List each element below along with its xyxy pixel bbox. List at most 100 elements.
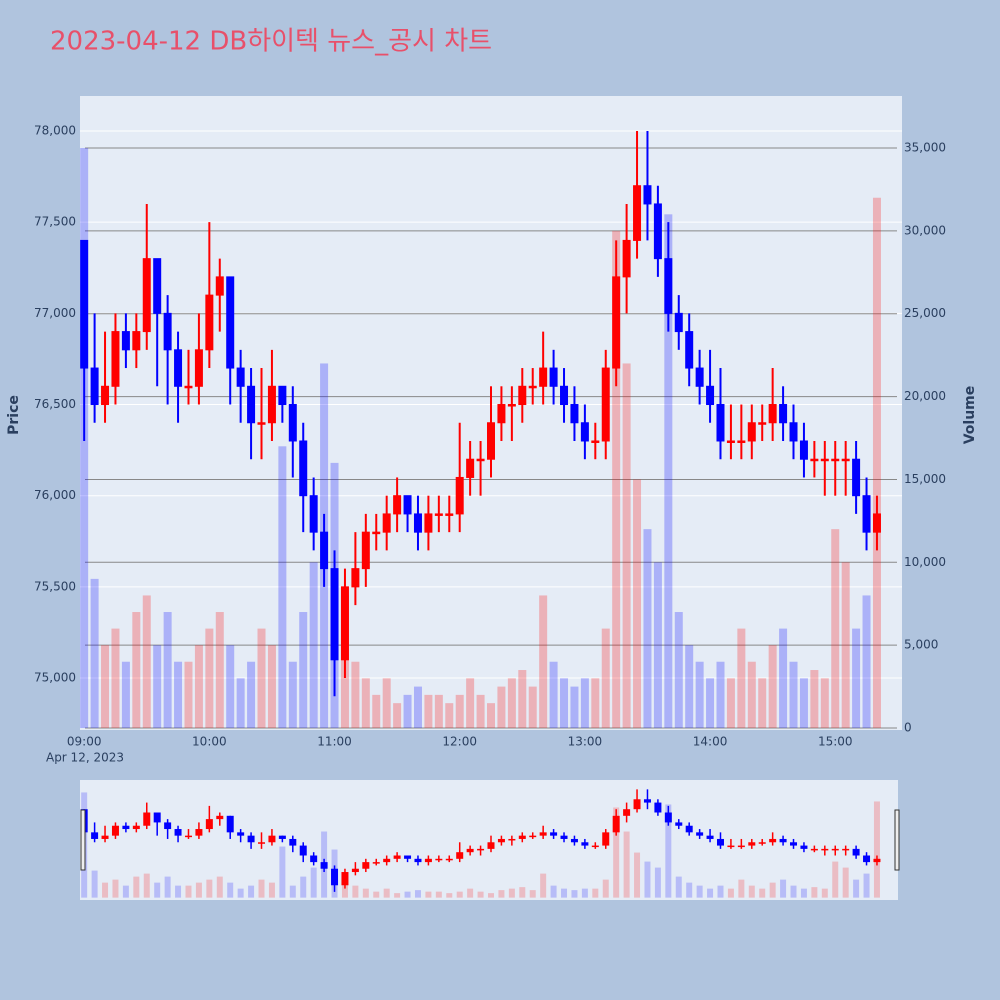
slider-volume-bar	[529, 890, 536, 898]
candle-body	[685, 331, 694, 369]
slider-volume-bar	[853, 879, 860, 898]
y2-tick-label: 0	[904, 721, 912, 735]
slider-candle-body	[414, 858, 422, 863]
candle-body	[194, 349, 203, 387]
volume-bar	[570, 686, 579, 729]
slider-volume-bar	[456, 891, 463, 898]
candle-body	[445, 513, 454, 516]
slider-candle-body	[664, 812, 672, 823]
x-tick-label: 09:00	[67, 735, 102, 749]
volume-bar	[434, 694, 443, 729]
candle-body	[560, 385, 569, 406]
volume-bar	[737, 628, 746, 729]
candle-body	[799, 440, 808, 460]
volume-bar	[393, 703, 402, 729]
volume-bar	[831, 529, 840, 729]
slider-candle-body	[216, 815, 224, 820]
slider-candle-body	[289, 838, 297, 846]
slider-volume-bar	[592, 888, 599, 898]
slider-volume-bar	[154, 882, 161, 898]
candle-body	[361, 531, 370, 570]
candle-body	[820, 458, 829, 462]
candle-body	[424, 513, 433, 533]
y2-tick-label: 25,000	[904, 306, 946, 320]
slider-candle-body	[602, 832, 610, 846]
volume-bar	[706, 678, 715, 729]
slider-candle-body	[132, 825, 140, 830]
slider-candle-body	[654, 802, 662, 813]
slider-volume-bar	[696, 885, 703, 898]
slider-candle-body	[372, 862, 380, 864]
slider-candle-body	[727, 845, 735, 848]
slider-candle-body	[299, 845, 307, 856]
volume-bar	[121, 661, 130, 729]
candle-body	[706, 385, 715, 406]
slider-candle-body	[445, 858, 453, 861]
volume-bar	[497, 686, 506, 729]
slider-volume-bar	[602, 879, 609, 898]
slider-volume-bar	[352, 885, 359, 898]
slider-volume-bar	[268, 882, 275, 898]
candle-body	[236, 367, 245, 387]
x-tick-label: 10:00	[192, 735, 227, 749]
y2-tick-label: 30,000	[904, 223, 946, 237]
x-tick-label: 13:00	[568, 735, 603, 749]
slider-handle[interactable]	[80, 809, 86, 871]
volume-bar	[560, 678, 569, 729]
candle-body	[779, 404, 788, 424]
volume-bar	[413, 686, 422, 729]
y-tick-label: 75,500	[34, 579, 76, 593]
candle-body	[372, 531, 381, 535]
slider-candle-body	[477, 848, 485, 851]
slider-candle-body	[383, 858, 391, 863]
candle-body	[831, 458, 840, 462]
slider-candle-body	[643, 799, 651, 803]
slider-volume-bar	[821, 888, 828, 898]
slider-volume-bar	[707, 888, 714, 898]
volume-bar	[215, 612, 224, 729]
slider-volume-bar	[383, 888, 390, 898]
volume-bar	[372, 694, 381, 729]
volume-bar	[257, 628, 266, 729]
volume-bar	[424, 694, 433, 729]
slider-volume-bar	[873, 801, 880, 898]
slider-volume-bar	[185, 885, 192, 898]
slider-volume-bar	[206, 879, 213, 898]
slider-volume-bar	[727, 888, 734, 898]
slider-candle-body	[675, 822, 683, 826]
slider-candle-body	[362, 862, 370, 869]
candle-body	[737, 440, 746, 443]
slider-candle-body	[466, 848, 474, 853]
y2-tick-label: 20,000	[904, 389, 946, 403]
slider-volume-bar	[686, 882, 693, 898]
candle-body	[518, 385, 527, 406]
slider-candle-body	[91, 832, 99, 839]
slider-handle[interactable]	[894, 809, 900, 871]
candle-body	[747, 422, 756, 442]
slider-volume-bar	[717, 885, 724, 898]
slider-candle-body	[184, 835, 192, 838]
y-axis-title: Price	[6, 395, 22, 435]
slider-volume-bar	[467, 888, 474, 898]
y-tick-label: 77,000	[34, 306, 76, 320]
candle-body	[643, 185, 652, 205]
candle-body	[528, 385, 537, 389]
slider-candle-body	[341, 872, 349, 886]
volume-bar	[622, 363, 631, 729]
slider-candle-body	[153, 812, 161, 823]
y-tick-label: 75,000	[34, 671, 76, 685]
volume-bar	[267, 645, 276, 729]
volume-bar	[789, 661, 798, 729]
slider-candle-body	[508, 838, 516, 841]
candle-body	[455, 476, 464, 515]
slider-volume-bar	[237, 888, 244, 898]
slider-candle-body	[790, 842, 798, 846]
volume-bar	[487, 703, 495, 729]
slider-volume-bar	[863, 873, 870, 898]
candle-body	[580, 422, 589, 442]
volume-bar	[309, 562, 318, 729]
slider-candle-body	[310, 855, 318, 863]
candle-body	[215, 276, 224, 296]
candle-body	[226, 276, 235, 369]
slider-volume-bar	[790, 885, 797, 898]
